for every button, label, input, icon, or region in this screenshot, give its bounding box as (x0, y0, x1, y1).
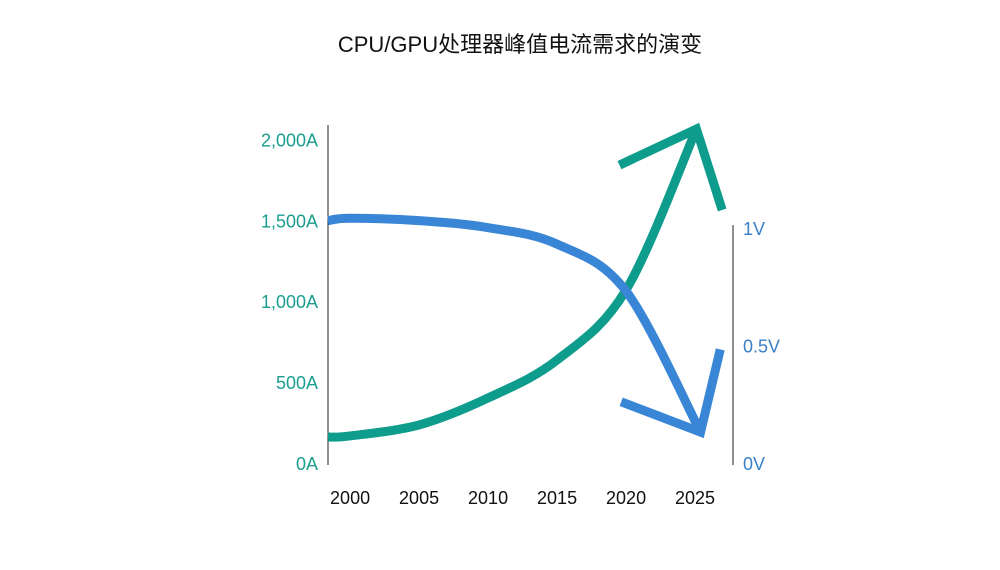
y2-tick-label: 0.5V (743, 336, 780, 356)
chart-title: CPU/GPU处理器峰值电流需求的演变 (338, 32, 702, 57)
y2-tick-label: 1V (743, 219, 765, 239)
series-line (327, 213, 705, 435)
x-tick-label: 2005 (399, 488, 439, 508)
y-tick-label: 1,500A (261, 211, 318, 231)
x-tick-label: 2010 (468, 488, 508, 508)
x-tick-label: 2015 (537, 488, 577, 508)
arrow-head (619, 348, 725, 439)
y-tick-label: 1,000A (261, 292, 318, 312)
x-tick-label: 2020 (606, 488, 646, 508)
series-line (327, 127, 701, 442)
x-tick-label: 2000 (330, 488, 370, 508)
y-tick-label: 2,000A (261, 131, 318, 151)
arrow-head (617, 122, 727, 212)
y-tick-label: 500A (276, 373, 318, 393)
y-tick-label: 0A (296, 454, 318, 474)
x-tick-label: 2025 (675, 488, 715, 508)
y2-tick-label: 0V (743, 454, 765, 474)
